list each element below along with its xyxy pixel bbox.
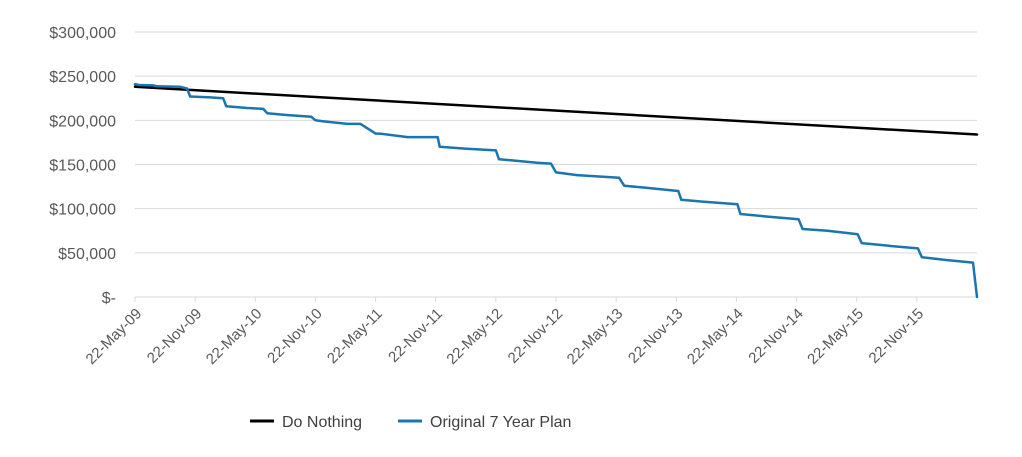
y-tick-label: $250,000 (49, 69, 116, 86)
y-tick-label: $150,000 (49, 158, 116, 175)
x-tick-label: 22-May-11 (324, 305, 386, 367)
x-tick-label: 22-May-09 (83, 305, 146, 368)
x-tick-label: 22-Nov-14 (745, 305, 807, 367)
x-tick-label: 22-May-15 (804, 305, 867, 368)
y-tick-label: $100,000 (49, 202, 116, 219)
x-tick-label: 22-May-10 (203, 305, 266, 368)
x-tick-label: 22-May-14 (684, 305, 747, 368)
legend-label: Original 7 Year Plan (430, 414, 571, 431)
series-line-do-nothing (133, 85, 979, 136)
y-tick-label: $300,000 (49, 25, 116, 42)
y-axis: $- $50,000 $100,000 $150,000 $200,000 $250,00… (49, 25, 116, 307)
series-line-original-7-year-plan (133, 82, 979, 299)
y-tick-label: $50,000 (58, 246, 116, 263)
y-tick-label: $- (102, 290, 116, 307)
x-tick-label: 22-Nov-12 (505, 305, 567, 367)
x-tick-label: 22-Nov-15 (866, 305, 928, 367)
x-tick-label: 22-Nov-13 (625, 305, 687, 367)
series-lines (133, 82, 979, 299)
x-tick-label: 22-Nov-10 (264, 305, 326, 367)
x-tick-label: 22-Nov-11 (385, 305, 446, 366)
x-tick-label: 22-Nov-09 (144, 305, 206, 367)
y-tick-label: $200,000 (49, 113, 116, 130)
legend: Do Nothing Original 7 Year Plan (250, 414, 571, 431)
x-tick-label: 22-May-12 (443, 305, 506, 368)
x-axis: 22-May-0922-Nov-0922-May-1022-Nov-1022-M… (83, 296, 977, 368)
gridlines (135, 31, 977, 254)
x-tick-label: 22-May-13 (564, 305, 627, 368)
legend-label: Do Nothing (282, 414, 362, 431)
